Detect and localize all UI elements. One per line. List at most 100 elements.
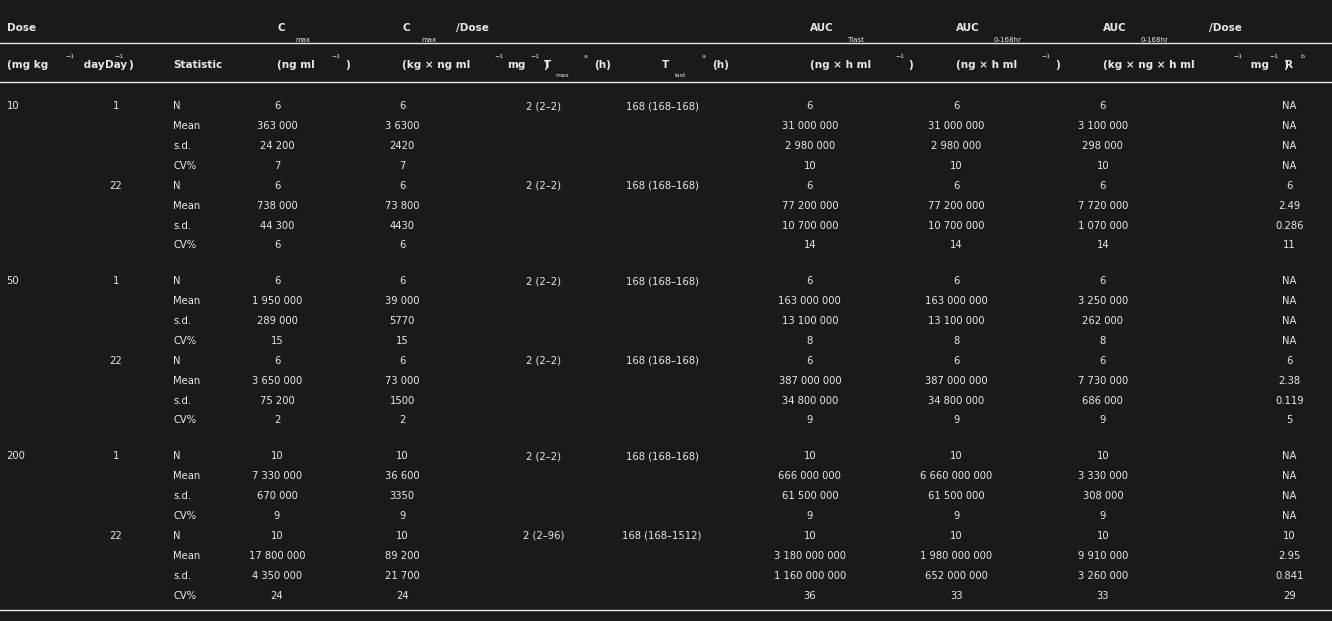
Text: 5: 5 bbox=[1287, 415, 1292, 425]
Text: 0.119: 0.119 bbox=[1275, 396, 1304, 406]
Text: 652 000 000: 652 000 000 bbox=[924, 571, 988, 581]
Text: N: N bbox=[173, 451, 181, 461]
Text: 0-168hr: 0-168hr bbox=[994, 37, 1022, 43]
Text: CV%: CV% bbox=[173, 336, 196, 346]
Text: 6: 6 bbox=[274, 356, 280, 366]
Text: CV%: CV% bbox=[173, 511, 196, 521]
Text: 9: 9 bbox=[1100, 511, 1106, 521]
Text: s.d.: s.d. bbox=[173, 220, 192, 230]
Text: 34 800 000: 34 800 000 bbox=[928, 396, 984, 406]
Text: 10: 10 bbox=[1096, 451, 1110, 461]
Text: 21 700: 21 700 bbox=[385, 571, 420, 581]
Text: 8: 8 bbox=[1100, 336, 1106, 346]
Text: 163 000 000: 163 000 000 bbox=[924, 296, 988, 306]
Text: b: b bbox=[1300, 54, 1304, 59]
Text: /Dose: /Dose bbox=[1209, 23, 1243, 33]
Text: 89 200: 89 200 bbox=[385, 551, 420, 561]
Text: NA: NA bbox=[1283, 121, 1296, 131]
Text: (ng ml: (ng ml bbox=[277, 60, 314, 70]
Text: 2420: 2420 bbox=[390, 141, 414, 151]
Text: 10: 10 bbox=[270, 451, 284, 461]
Text: 5770: 5770 bbox=[389, 316, 416, 326]
Text: 10: 10 bbox=[7, 101, 19, 111]
Text: 3 180 000 000: 3 180 000 000 bbox=[774, 551, 846, 561]
Text: 6: 6 bbox=[400, 276, 405, 286]
Text: 9: 9 bbox=[400, 511, 405, 521]
Text: N: N bbox=[173, 356, 181, 366]
Text: NA: NA bbox=[1283, 491, 1296, 501]
Text: 3350: 3350 bbox=[390, 491, 414, 501]
Text: NA: NA bbox=[1283, 336, 1296, 346]
Text: 6: 6 bbox=[807, 276, 813, 286]
Text: 10: 10 bbox=[803, 531, 817, 541]
Text: 22: 22 bbox=[109, 356, 123, 366]
Text: 6: 6 bbox=[400, 181, 405, 191]
Text: CV%: CV% bbox=[173, 161, 196, 171]
Text: 24 200: 24 200 bbox=[260, 141, 294, 151]
Text: 168 (168–168): 168 (168–168) bbox=[626, 101, 698, 111]
Text: 2 (2–2): 2 (2–2) bbox=[526, 181, 561, 191]
Text: 10: 10 bbox=[270, 531, 284, 541]
Text: 9 910 000: 9 910 000 bbox=[1078, 551, 1128, 561]
Text: 15: 15 bbox=[270, 336, 284, 346]
Text: 363 000: 363 000 bbox=[257, 121, 297, 131]
Text: 34 800 000: 34 800 000 bbox=[782, 396, 838, 406]
Text: Mean: Mean bbox=[173, 201, 200, 211]
Text: Day: Day bbox=[105, 60, 127, 70]
Text: 29: 29 bbox=[1283, 591, 1296, 601]
Text: 262 000: 262 000 bbox=[1083, 316, 1123, 326]
Text: mg: mg bbox=[1247, 60, 1269, 70]
Text: 738 000: 738 000 bbox=[257, 201, 297, 211]
Text: 1: 1 bbox=[113, 451, 119, 461]
Text: 61 500 000: 61 500 000 bbox=[782, 491, 838, 501]
Text: 6: 6 bbox=[1287, 356, 1292, 366]
Text: 168 (168–1512): 168 (168–1512) bbox=[622, 531, 702, 541]
Text: 14: 14 bbox=[950, 240, 963, 250]
Text: 2.95: 2.95 bbox=[1279, 551, 1300, 561]
Text: 6: 6 bbox=[954, 101, 959, 111]
Text: 10: 10 bbox=[950, 451, 963, 461]
Text: 8: 8 bbox=[954, 336, 959, 346]
Text: 6: 6 bbox=[400, 101, 405, 111]
Text: 168 (168–168): 168 (168–168) bbox=[626, 181, 698, 191]
Text: a: a bbox=[702, 54, 706, 59]
Text: 6: 6 bbox=[954, 356, 959, 366]
Text: CV%: CV% bbox=[173, 591, 196, 601]
Text: 1 980 000 000: 1 980 000 000 bbox=[920, 551, 992, 561]
Text: 2 (2–2): 2 (2–2) bbox=[526, 356, 561, 366]
Text: 10: 10 bbox=[803, 451, 817, 461]
Text: ): ) bbox=[1283, 60, 1288, 70]
Text: 2 980 000: 2 980 000 bbox=[931, 141, 982, 151]
Text: C: C bbox=[277, 23, 285, 33]
Text: 0-168hr: 0-168hr bbox=[1140, 37, 1168, 43]
Text: 22: 22 bbox=[109, 181, 123, 191]
Text: 13 100 000: 13 100 000 bbox=[928, 316, 984, 326]
Text: (h): (h) bbox=[713, 60, 730, 70]
Text: (ng × h ml: (ng × h ml bbox=[956, 60, 1018, 70]
Text: −1: −1 bbox=[115, 54, 124, 59]
Text: 3 260 000: 3 260 000 bbox=[1078, 571, 1128, 581]
Text: 61 500 000: 61 500 000 bbox=[928, 491, 984, 501]
Text: 7: 7 bbox=[274, 161, 280, 171]
Text: NA: NA bbox=[1283, 161, 1296, 171]
Text: 2 (2–2): 2 (2–2) bbox=[526, 101, 561, 111]
Text: 10: 10 bbox=[950, 531, 963, 541]
Text: 1: 1 bbox=[113, 101, 119, 111]
Text: −1: −1 bbox=[1233, 54, 1243, 59]
Text: 168 (168–168): 168 (168–168) bbox=[626, 276, 698, 286]
Text: 11: 11 bbox=[1283, 240, 1296, 250]
Text: 33: 33 bbox=[1096, 591, 1110, 601]
Text: Mean: Mean bbox=[173, 121, 200, 131]
Text: 9: 9 bbox=[807, 415, 813, 425]
Text: NA: NA bbox=[1283, 296, 1296, 306]
Text: 6: 6 bbox=[274, 101, 280, 111]
Text: max: max bbox=[421, 37, 436, 43]
Text: mg: mg bbox=[507, 60, 526, 70]
Text: 9: 9 bbox=[807, 511, 813, 521]
Text: 10: 10 bbox=[396, 451, 409, 461]
Text: 44 300: 44 300 bbox=[260, 220, 294, 230]
Text: max: max bbox=[555, 73, 569, 78]
Text: 3 100 000: 3 100 000 bbox=[1078, 121, 1128, 131]
Text: max: max bbox=[296, 37, 310, 43]
Text: Mean: Mean bbox=[173, 551, 200, 561]
